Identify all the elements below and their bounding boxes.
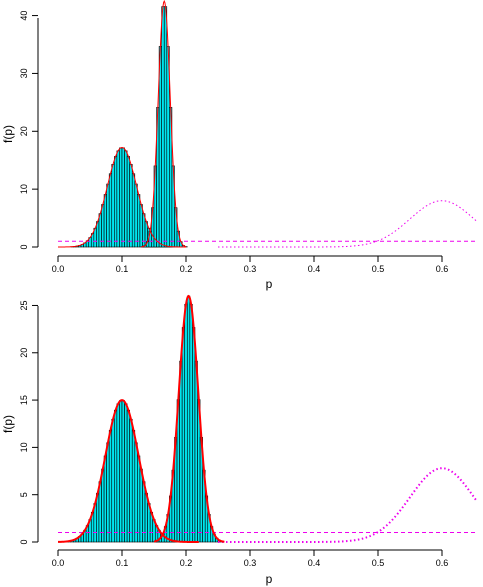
bottom-prior-curve — [218, 467, 479, 543]
top-histogram-bar — [121, 147, 125, 248]
top-y-tick-label: 20 — [19, 126, 29, 136]
top-histogram-bar — [129, 164, 133, 248]
top-histogram-bar — [161, 6, 165, 248]
top-x-ticks: 0.0 0.1 0.2 0.3 0.4 0.5 0.6 — [52, 256, 449, 274]
bottom-histogram-bar — [126, 409, 130, 543]
top-x-tick-label: 0.1 — [116, 264, 129, 274]
top-histogram-bar — [126, 156, 130, 248]
top-y-ticks: 0 10 20 30 40 — [19, 11, 38, 250]
bottom-density-curve — [153, 294, 225, 543]
bottom-histogram-bar — [108, 430, 113, 543]
bottom-histogram-bar — [134, 442, 138, 543]
bottom-y-tick-label: 25 — [19, 300, 29, 310]
top-histogram-bar — [119, 147, 123, 248]
bottom-y-axis-label: f(p) — [1, 415, 15, 433]
bottom-histogram-bar — [131, 430, 136, 543]
top-density-curve — [141, 0, 187, 248]
top-histogram-bar — [139, 204, 143, 248]
bottom-histogram-bar — [189, 303, 193, 543]
top-x-tick-label: 0.2 — [180, 264, 193, 274]
bottom-plot-marks — [57, 294, 479, 543]
top-y-tick-label: 40 — [19, 11, 29, 21]
bottom-y-tick-label: 20 — [19, 348, 29, 358]
top-density-curve — [58, 146, 186, 248]
bottom-histogram-bar — [137, 455, 141, 543]
bottom-x-tick-label: 0.4 — [308, 558, 321, 568]
top-y-tick-label: 0 — [19, 244, 29, 249]
bottom-y-ticks: 0 5 10 15 20 25 — [19, 300, 38, 545]
top-x-tick-label: 0.4 — [308, 264, 321, 274]
bottom-x-tick-label: 0.0 — [52, 558, 65, 568]
bottom-histogram-bar — [111, 418, 115, 543]
bottom-histogram-bar — [116, 403, 120, 543]
top-histogram-bar — [137, 194, 141, 248]
bottom-histogram-bar — [139, 468, 143, 543]
top-histogram-bar — [142, 213, 146, 248]
top-histogram-bar — [111, 164, 115, 248]
top-x-tick-label: 0.6 — [436, 264, 449, 274]
top-x-tick-label: 0.5 — [372, 264, 385, 274]
top-histogram-bar — [103, 194, 107, 248]
top-prior-curve — [218, 200, 478, 248]
top-histogram-bar — [134, 183, 138, 248]
bottom-histogram-bar — [101, 468, 105, 543]
bottom-histogram-bar — [121, 400, 125, 543]
top-x-tick-label: 0.0 — [52, 264, 65, 274]
top-histogram-bar — [101, 204, 105, 248]
bottom-x-tick-label: 0.3 — [244, 558, 257, 568]
top-histogram-bar — [106, 183, 110, 248]
bottom-histogram-bar — [181, 327, 186, 543]
bottom-histogram-bar — [124, 403, 128, 543]
top-panel: 0.0 0.1 0.2 0.3 0.4 0.5 0.6 0 10 20 30 40 p f(p) — [1, 0, 478, 291]
bottom-histogram-bar — [119, 400, 123, 543]
bottom-y-tick-label: 5 — [19, 492, 29, 497]
bottom-x-tick-label: 0.2 — [180, 558, 193, 568]
bottom-x-tick-label: 0.5 — [372, 558, 385, 568]
top-histogram-bar — [131, 173, 136, 248]
top-y-tick-label: 30 — [19, 68, 29, 78]
top-plot-marks — [58, 0, 478, 248]
bottom-histogram-bar — [186, 295, 191, 543]
bottom-histogram-bar — [114, 409, 118, 543]
top-histogram-bar — [116, 150, 120, 248]
bottom-histogram-bar — [106, 442, 110, 543]
bottom-x-tick-label: 0.6 — [436, 558, 449, 568]
bottom-histogram-bar — [192, 327, 196, 543]
top-y-axis-label: f(p) — [1, 125, 15, 143]
top-histogram-bar — [163, 6, 168, 248]
bottom-histogram-bar — [103, 455, 107, 543]
bottom-y-tick-label: 15 — [19, 395, 29, 405]
bottom-density-curve — [57, 399, 199, 543]
top-x-tick-label: 0.3 — [244, 264, 257, 274]
top-histogram-bar — [114, 156, 118, 248]
bottom-x-tick-label: 0.1 — [116, 558, 129, 568]
bottom-x-axis-label: p — [266, 572, 273, 586]
bottom-histogram-bar — [184, 303, 188, 543]
top-y-tick-label: 10 — [19, 184, 29, 194]
bottom-panel: 0.0 0.1 0.2 0.3 0.4 0.5 0.6 0 5 10 15 20 25 p f(p) — [1, 294, 479, 586]
top-histogram-bar — [108, 173, 113, 248]
top-histogram-bar — [98, 213, 102, 248]
bottom-y-tick-label: 0 — [19, 539, 29, 544]
bottom-y-tick-label: 10 — [19, 442, 29, 452]
top-x-axis-label: p — [266, 277, 273, 291]
top-histogram-bar — [124, 150, 128, 248]
bottom-x-ticks: 0.0 0.1 0.2 0.3 0.4 0.5 0.6 — [52, 550, 449, 568]
bottom-histogram-bar — [129, 418, 133, 543]
